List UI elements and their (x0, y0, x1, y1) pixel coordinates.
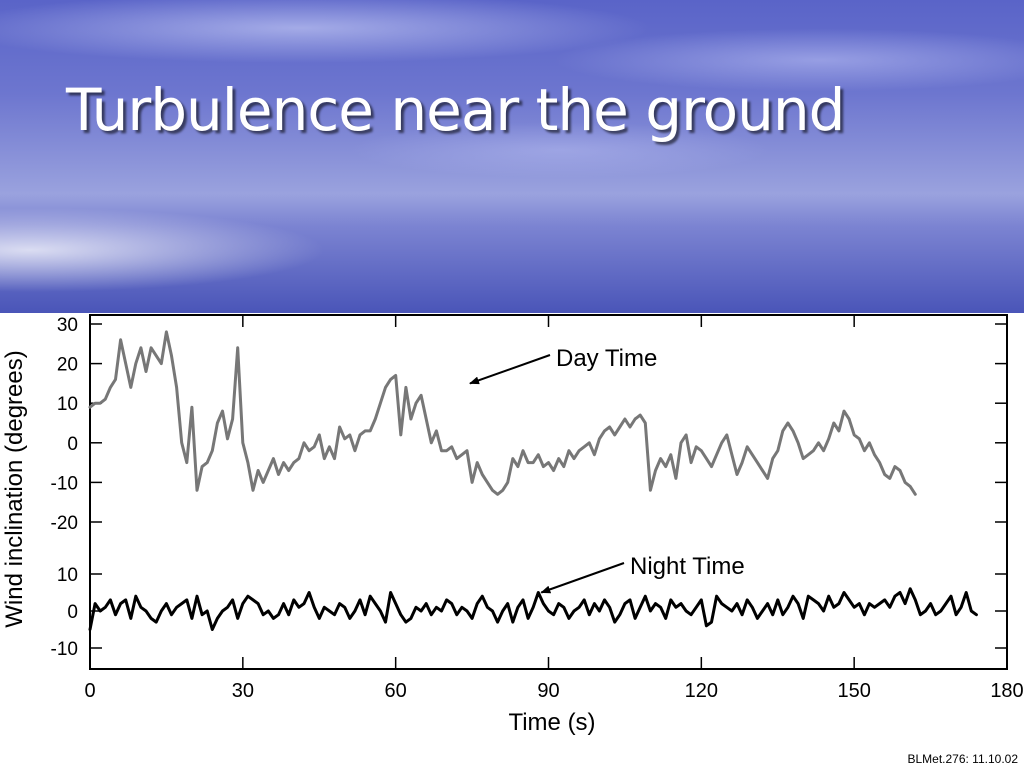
slide-title: Turbulence near the ground (66, 76, 845, 144)
footer-code: BLMet.276: 11.10.02 (907, 752, 1018, 766)
y-tick-label: 0 (67, 434, 78, 455)
wind-inclination-chart: 30 20 10 0 -10 -20 10 0 -10 0 30 60 90 120 150 180 Day… (1, 314, 1024, 736)
annotation-label: Night Time (630, 553, 745, 580)
y-tick-label: -10 (51, 473, 78, 494)
annotation-label: Day Time (556, 345, 657, 372)
annotation-layer: Day Time Night Time (469, 345, 745, 594)
y-tick-label: 20 (57, 355, 78, 376)
sky-banner (0, 0, 1024, 313)
x-tick-label: 120 (685, 680, 718, 702)
x-tick-label: 180 (990, 680, 1023, 702)
x-tick-label: 150 (837, 680, 870, 702)
annotation-arrow (469, 354, 551, 385)
y-axis-label: Wind inclination (degrees) (1, 350, 28, 627)
x-tick-label: 90 (537, 680, 559, 702)
series-line-day-time (88, 330, 917, 496)
x-tick-label: 0 (84, 680, 95, 702)
y-tick-label: 10 (57, 394, 78, 415)
x-axis-ticks: 0 30 60 90 120 150 180 (84, 315, 1024, 702)
x-tick-label: 60 (385, 680, 407, 702)
y-tick-label: -10 (51, 639, 78, 660)
y-tick-label: -20 (51, 513, 78, 534)
x-axis-label: Time (s) (508, 709, 595, 736)
y-tick-label: 30 (57, 315, 78, 336)
y-axis-ticks: 30 20 10 0 -10 -20 10 0 -10 (51, 315, 1007, 660)
x-tick-label: 30 (232, 680, 254, 702)
annotation-arrow (540, 562, 625, 594)
series-layer (88, 330, 978, 631)
plot-frame (89, 314, 1008, 670)
y-tick-label: 0 (67, 602, 78, 623)
y-tick-label: 10 (57, 565, 78, 586)
series-line-night-time (88, 587, 978, 631)
